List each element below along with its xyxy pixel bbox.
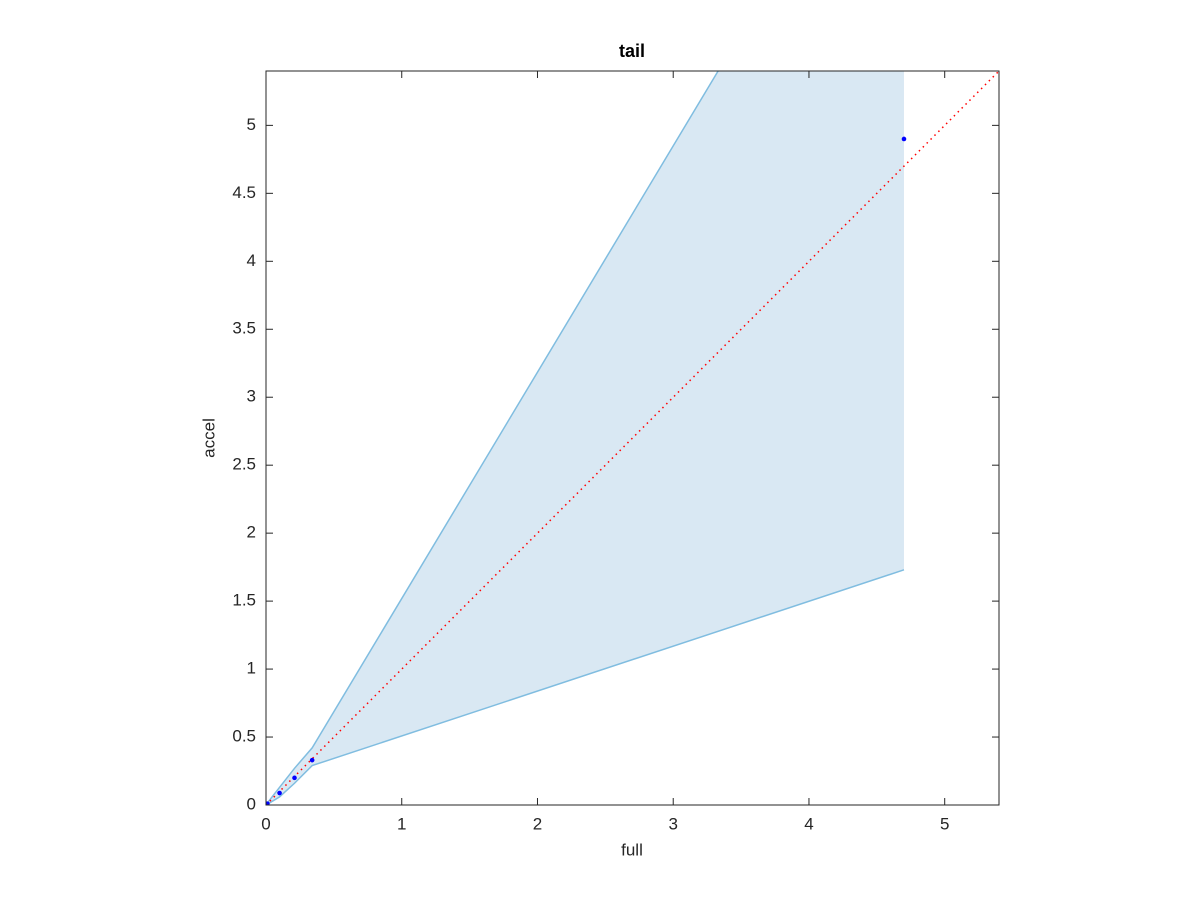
y-tick-label: 1: [247, 659, 256, 678]
y-tick-label: 2: [247, 523, 256, 542]
y-tick-label: 3: [247, 387, 256, 406]
y-tick-label: 0.5: [232, 727, 256, 746]
x-tick-label: 0: [261, 814, 270, 833]
x-axis-label: full: [621, 840, 643, 859]
axes: 0 1 2 3 4 5 0 0.5 1 1.5 2 2.5 3 3.5 4 4.5 5: [232, 70, 1000, 833]
data-point: [901, 136, 907, 142]
data-point: [277, 790, 282, 796]
data-point: [266, 801, 270, 805]
y-tick-label: 5: [247, 115, 256, 134]
y-tick-label: 4.5: [232, 183, 256, 202]
y-tick-label: 2.5: [232, 455, 256, 474]
data-point: [292, 775, 297, 781]
y-tick-label: 4: [247, 251, 256, 270]
x-tick-label: 2: [533, 814, 542, 833]
x-tick-label: 5: [940, 814, 949, 833]
axes-box: [265, 70, 1000, 806]
y-tick-label: 1.5: [232, 591, 256, 610]
y-tick-label: 0: [247, 794, 256, 813]
data-point: [309, 757, 315, 763]
chart-title: tail: [619, 41, 645, 61]
x-tick-label: 4: [804, 814, 813, 833]
confidence-band: [266, 71, 904, 805]
y-axis-label: accel: [199, 418, 218, 458]
y-tick-label: 3.5: [232, 319, 256, 338]
x-tick-label: 3: [668, 814, 677, 833]
x-tick-label: 1: [397, 814, 406, 833]
reference-line: [266, 71, 999, 805]
plot-content: [266, 71, 999, 805]
